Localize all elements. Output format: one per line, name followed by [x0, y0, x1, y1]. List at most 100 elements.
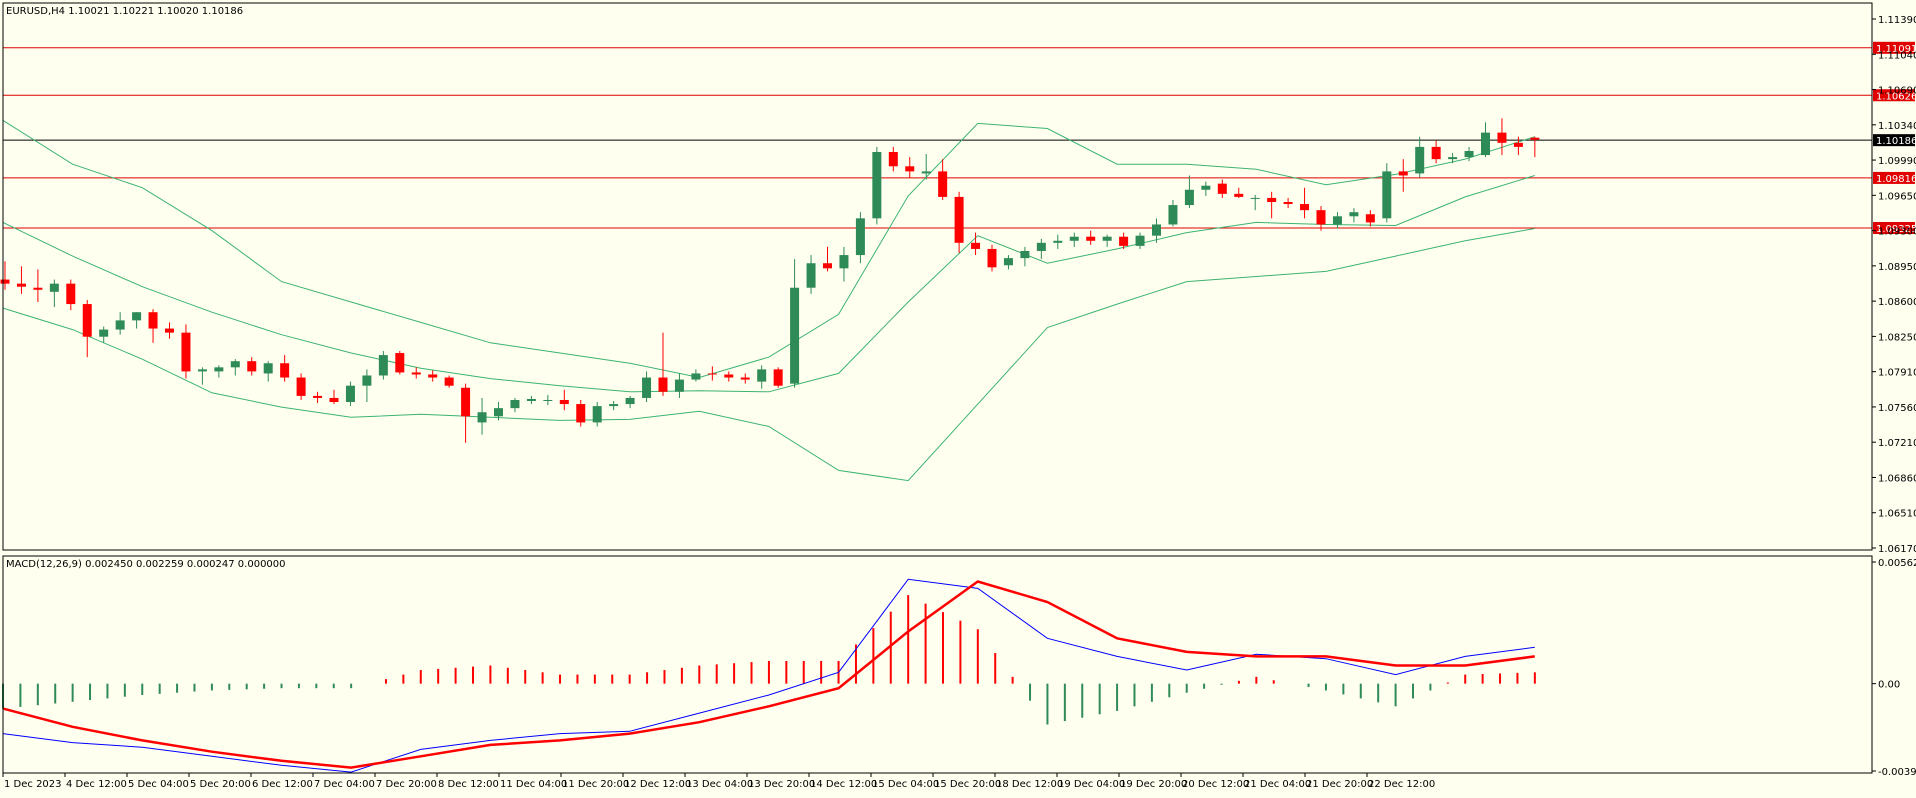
candle-body	[576, 404, 586, 423]
candle-body	[345, 385, 355, 403]
time-tick-label: 4 Dec 12:00	[66, 779, 127, 790]
time-tick-label: 20 Dec 12:00	[1182, 779, 1249, 790]
candle-body	[1086, 236, 1096, 241]
candle-body	[1497, 132, 1507, 143]
price-tick-label: 1.08600	[1878, 297, 1916, 308]
candle-body	[872, 151, 882, 219]
candle	[477, 397, 487, 435]
candle-body	[773, 369, 783, 386]
candle-body	[1530, 137, 1540, 140]
candle	[230, 359, 240, 376]
candle-body	[1349, 212, 1359, 217]
candle-body	[642, 377, 652, 398]
candle	[247, 357, 257, 376]
candle-body	[543, 399, 553, 401]
candle	[625, 395, 635, 409]
price-tick-label: 1.09300	[1878, 227, 1916, 238]
level-tag	[1873, 89, 1915, 102]
candle-body	[1020, 250, 1030, 259]
time-tick-label: 1 Dec 2023	[4, 779, 62, 790]
macd-tick-label: 0.005626	[1878, 558, 1916, 569]
time-tick-label: 15 Dec 20:00	[934, 779, 1001, 790]
candle	[1250, 194, 1260, 211]
candle	[559, 389, 569, 411]
level-tag	[1873, 171, 1915, 184]
candle	[66, 279, 76, 311]
candle	[905, 157, 915, 178]
level-label: 1.10626	[1876, 91, 1916, 102]
candle	[1184, 175, 1194, 209]
candle-body	[1316, 210, 1326, 225]
candle-body	[263, 363, 273, 374]
candle	[329, 389, 339, 405]
candle	[49, 279, 59, 308]
candle-body	[362, 375, 372, 386]
candle-body	[165, 328, 174, 333]
candle	[214, 365, 224, 378]
candle	[444, 375, 454, 388]
candle	[1003, 255, 1013, 270]
candle-body	[674, 379, 684, 392]
candle-body	[1135, 235, 1145, 246]
time-tick-label: 18 Dec 12:00	[996, 779, 1063, 790]
candle-body	[526, 398, 536, 402]
level-lines: 1.11091 1.10626 1.10186 1.09816 1.09325	[3, 41, 1916, 235]
candle-body	[625, 397, 635, 405]
candle	[576, 399, 586, 427]
candle	[1332, 212, 1342, 229]
candle	[197, 367, 207, 385]
time-tick-label: 21 Dec 20:00	[1306, 779, 1373, 790]
symbol-header: EURUSD,H4 1.10021 1.10221 1.10020 1.1018…	[6, 6, 243, 17]
candle	[1382, 163, 1392, 223]
candle	[1053, 234, 1063, 249]
candle-body	[806, 263, 816, 288]
candle	[165, 322, 174, 339]
candle	[1349, 208, 1359, 223]
price-tick-label: 1.10690	[1878, 86, 1916, 97]
candle-body	[411, 372, 421, 375]
candle	[592, 402, 602, 427]
candle	[1448, 153, 1458, 164]
candle	[1086, 230, 1096, 245]
candle	[345, 381, 355, 407]
level-label: 1.11091	[1876, 44, 1916, 55]
level-label: 1.10186	[1876, 136, 1916, 147]
candle-body	[757, 369, 767, 382]
price-tick-label: 1.08950	[1878, 262, 1916, 273]
candle-body	[905, 166, 915, 172]
candle-body	[1152, 224, 1161, 236]
candle-body	[1250, 197, 1260, 199]
candle	[1398, 159, 1408, 192]
candle-body	[181, 332, 191, 372]
candle	[888, 146, 898, 172]
candle-body	[16, 283, 26, 287]
candle-body	[1036, 242, 1046, 251]
axes: 1.11390 1.11040 1.10690 1.10340 1.09990 1.096…	[2, 15, 1916, 790]
macd-header: MACD(12,26,9) 0.002450 0.002259 0.000247…	[6, 559, 286, 570]
candle	[872, 146, 882, 225]
candle	[971, 232, 981, 256]
bollinger-upper	[2, 119, 1535, 379]
candle-body	[971, 242, 981, 249]
candle	[148, 309, 158, 343]
level-label: 1.09325	[1876, 224, 1916, 235]
candle-body	[214, 367, 224, 372]
candle	[280, 355, 290, 382]
candle	[790, 259, 800, 388]
price-tick-label: 1.07210	[1878, 438, 1916, 449]
candle	[707, 366, 717, 381]
candle-body	[1481, 132, 1490, 156]
candle	[921, 154, 931, 180]
candle	[428, 370, 438, 382]
chart-frame	[2, 2, 1873, 774]
candle	[82, 299, 92, 358]
candle-body	[691, 373, 701, 380]
candle	[1513, 136, 1523, 156]
candle-body	[49, 283, 59, 292]
price-tick-label: 1.11390	[1878, 15, 1916, 26]
time-tick-label: 12 Dec 12:00	[624, 779, 691, 790]
candle	[954, 191, 964, 254]
candle	[1415, 136, 1425, 178]
